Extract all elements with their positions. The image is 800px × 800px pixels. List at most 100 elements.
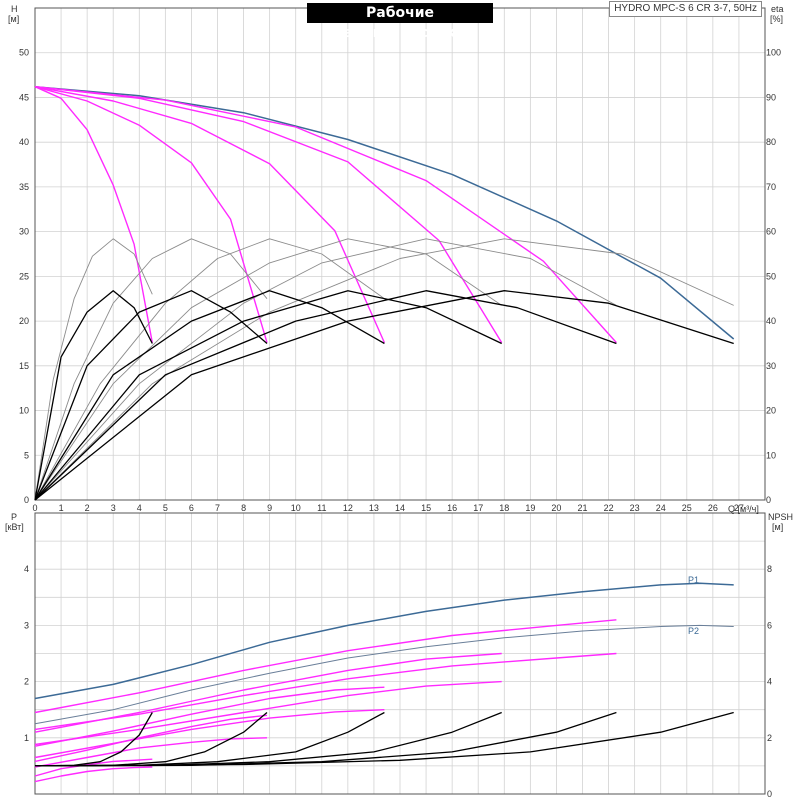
bottom-left-axis-label-line1: P (11, 512, 17, 522)
axis-labels: H [м] eta [%] Q [м³/ч] P [кВт] NPSH [м] … (5, 4, 793, 636)
q-tick-label: 9 (267, 503, 272, 513)
q-tick-label: 3 (111, 503, 116, 513)
model-label: HYDRO MPC-S 6 CR 3-7, 50Hz (609, 1, 762, 17)
q-tick-label: 16 (447, 503, 457, 513)
x-axis-label: Q [м³/ч] (728, 504, 759, 514)
h-tick-label: 45 (19, 92, 29, 102)
eta-tick-label: 30 (766, 361, 776, 371)
eta-tick-label: 70 (766, 182, 776, 192)
eta-tick-label: 90 (766, 92, 776, 102)
series-curve-0-15 (34, 290, 502, 501)
q-tick-label: 1 (59, 503, 64, 513)
q-tick-label: 26 (708, 503, 718, 513)
h-tick-label: 25 (19, 271, 29, 281)
top-right-axis-label-line2: [%] (770, 14, 783, 24)
series-curve-0-6 (34, 238, 153, 501)
series-curve-0-9 (34, 238, 502, 501)
h-tick-label: 20 (19, 316, 29, 326)
series-p2 (34, 624, 734, 725)
series-curve-0-3 (34, 86, 386, 343)
npsh-tick-label: 0 (767, 789, 772, 799)
q-tick-label: 12 (343, 503, 353, 513)
h-tick-label: 15 (19, 361, 29, 371)
h-tick-label: 30 (19, 227, 29, 237)
series-curve-1-16 (34, 711, 617, 767)
eta-tick-label: 20 (766, 406, 776, 416)
series-curve-0-2 (34, 86, 268, 343)
p-tick-label: 4 (24, 564, 29, 574)
q-tick-label: 13 (369, 503, 379, 513)
series-curve-0-13 (34, 290, 268, 501)
q-tick-label: 5 (163, 503, 168, 513)
q-tick-label: 6 (189, 503, 194, 513)
head-efficiency-curves (34, 85, 735, 501)
h-tick-label: 35 (19, 182, 29, 192)
series-curve-0-1 (34, 86, 153, 343)
series-curve-1-5 (34, 680, 502, 746)
curve-label-p1: P1 (688, 575, 699, 585)
q-tick-label: 19 (525, 503, 535, 513)
q-tick-label: 4 (137, 503, 142, 513)
npsh-tick-label: 2 (767, 733, 772, 743)
eta-tick-label: 100 (766, 48, 781, 58)
series-curve-1-9 (34, 737, 268, 768)
series-curve-1-2 (34, 619, 617, 714)
eta-tick-label: 0 (766, 495, 771, 505)
q-tick-label: 0 (32, 503, 37, 513)
bottom-panel-grid (35, 513, 765, 794)
top-left-axis-label-line2: [м] (8, 14, 19, 24)
bottom-right-axis-label-line2: [м] (772, 522, 783, 532)
q-tick-label: 2 (85, 503, 90, 513)
p-tick-label: 2 (24, 677, 29, 687)
q-tick-label: 8 (241, 503, 246, 513)
series-curve-1-4 (34, 652, 502, 733)
h-tick-label: 5 (24, 450, 29, 460)
q-tick-label: 24 (656, 503, 666, 513)
top-right-axis-label-line1: eta (771, 4, 784, 14)
q-tick-label: 21 (577, 503, 587, 513)
curve-label-p2: P2 (688, 626, 699, 636)
series-curve-0-16 (34, 290, 617, 501)
series-curve-0-8 (34, 238, 385, 501)
series-curve-1-8 (34, 714, 268, 763)
q-tick-label: 17 (473, 503, 483, 513)
q-tick-label: 7 (215, 503, 220, 513)
top-panel-grid (35, 8, 765, 500)
q-tick-label: 14 (395, 503, 405, 513)
series-curve-0-14 (34, 290, 385, 501)
q-tick-label: 27 (734, 503, 744, 513)
power-npsh-curves (34, 582, 734, 783)
h-tick-label: 10 (19, 406, 29, 416)
series-curve-1-6 (34, 686, 385, 747)
npsh-tick-label: 4 (767, 677, 772, 687)
h-tick-label: 50 (19, 48, 29, 58)
p-tick-label: 1 (24, 733, 29, 743)
series-curve-0-11 (34, 238, 734, 501)
q-tick-label: 10 (291, 503, 301, 513)
q-tick-label: 18 (499, 503, 509, 513)
q-tick-label: 15 (421, 503, 431, 513)
plot-frame (34, 512, 766, 795)
series-curve-0-17 (34, 290, 734, 501)
bottom-right-axis-label-line1: NPSH (768, 512, 793, 522)
series-curve-1-17 (34, 711, 734, 767)
series-curve-1-11 (34, 766, 153, 783)
eta-tick-label: 40 (766, 316, 776, 326)
eta-tick-label: 80 (766, 137, 776, 147)
npsh-tick-label: 8 (767, 564, 772, 574)
series-curve-0-10 (34, 238, 617, 501)
q-tick-label: 11 (317, 503, 326, 513)
p-tick-label: 3 (24, 620, 29, 630)
top-left-axis-label-line1: H (11, 4, 18, 14)
eta-tick-label: 50 (766, 271, 776, 281)
q-tick-label: 22 (604, 503, 614, 513)
series-curve-1-7 (34, 709, 385, 759)
q-tick-label: 23 (630, 503, 640, 513)
q-tick-label: 25 (682, 503, 692, 513)
series-curve-0-0 (34, 85, 735, 340)
h-tick-label: 40 (19, 137, 29, 147)
eta-tick-label: 10 (766, 450, 776, 460)
eta-tick-label: 60 (766, 227, 776, 237)
series-p1 (34, 582, 734, 700)
